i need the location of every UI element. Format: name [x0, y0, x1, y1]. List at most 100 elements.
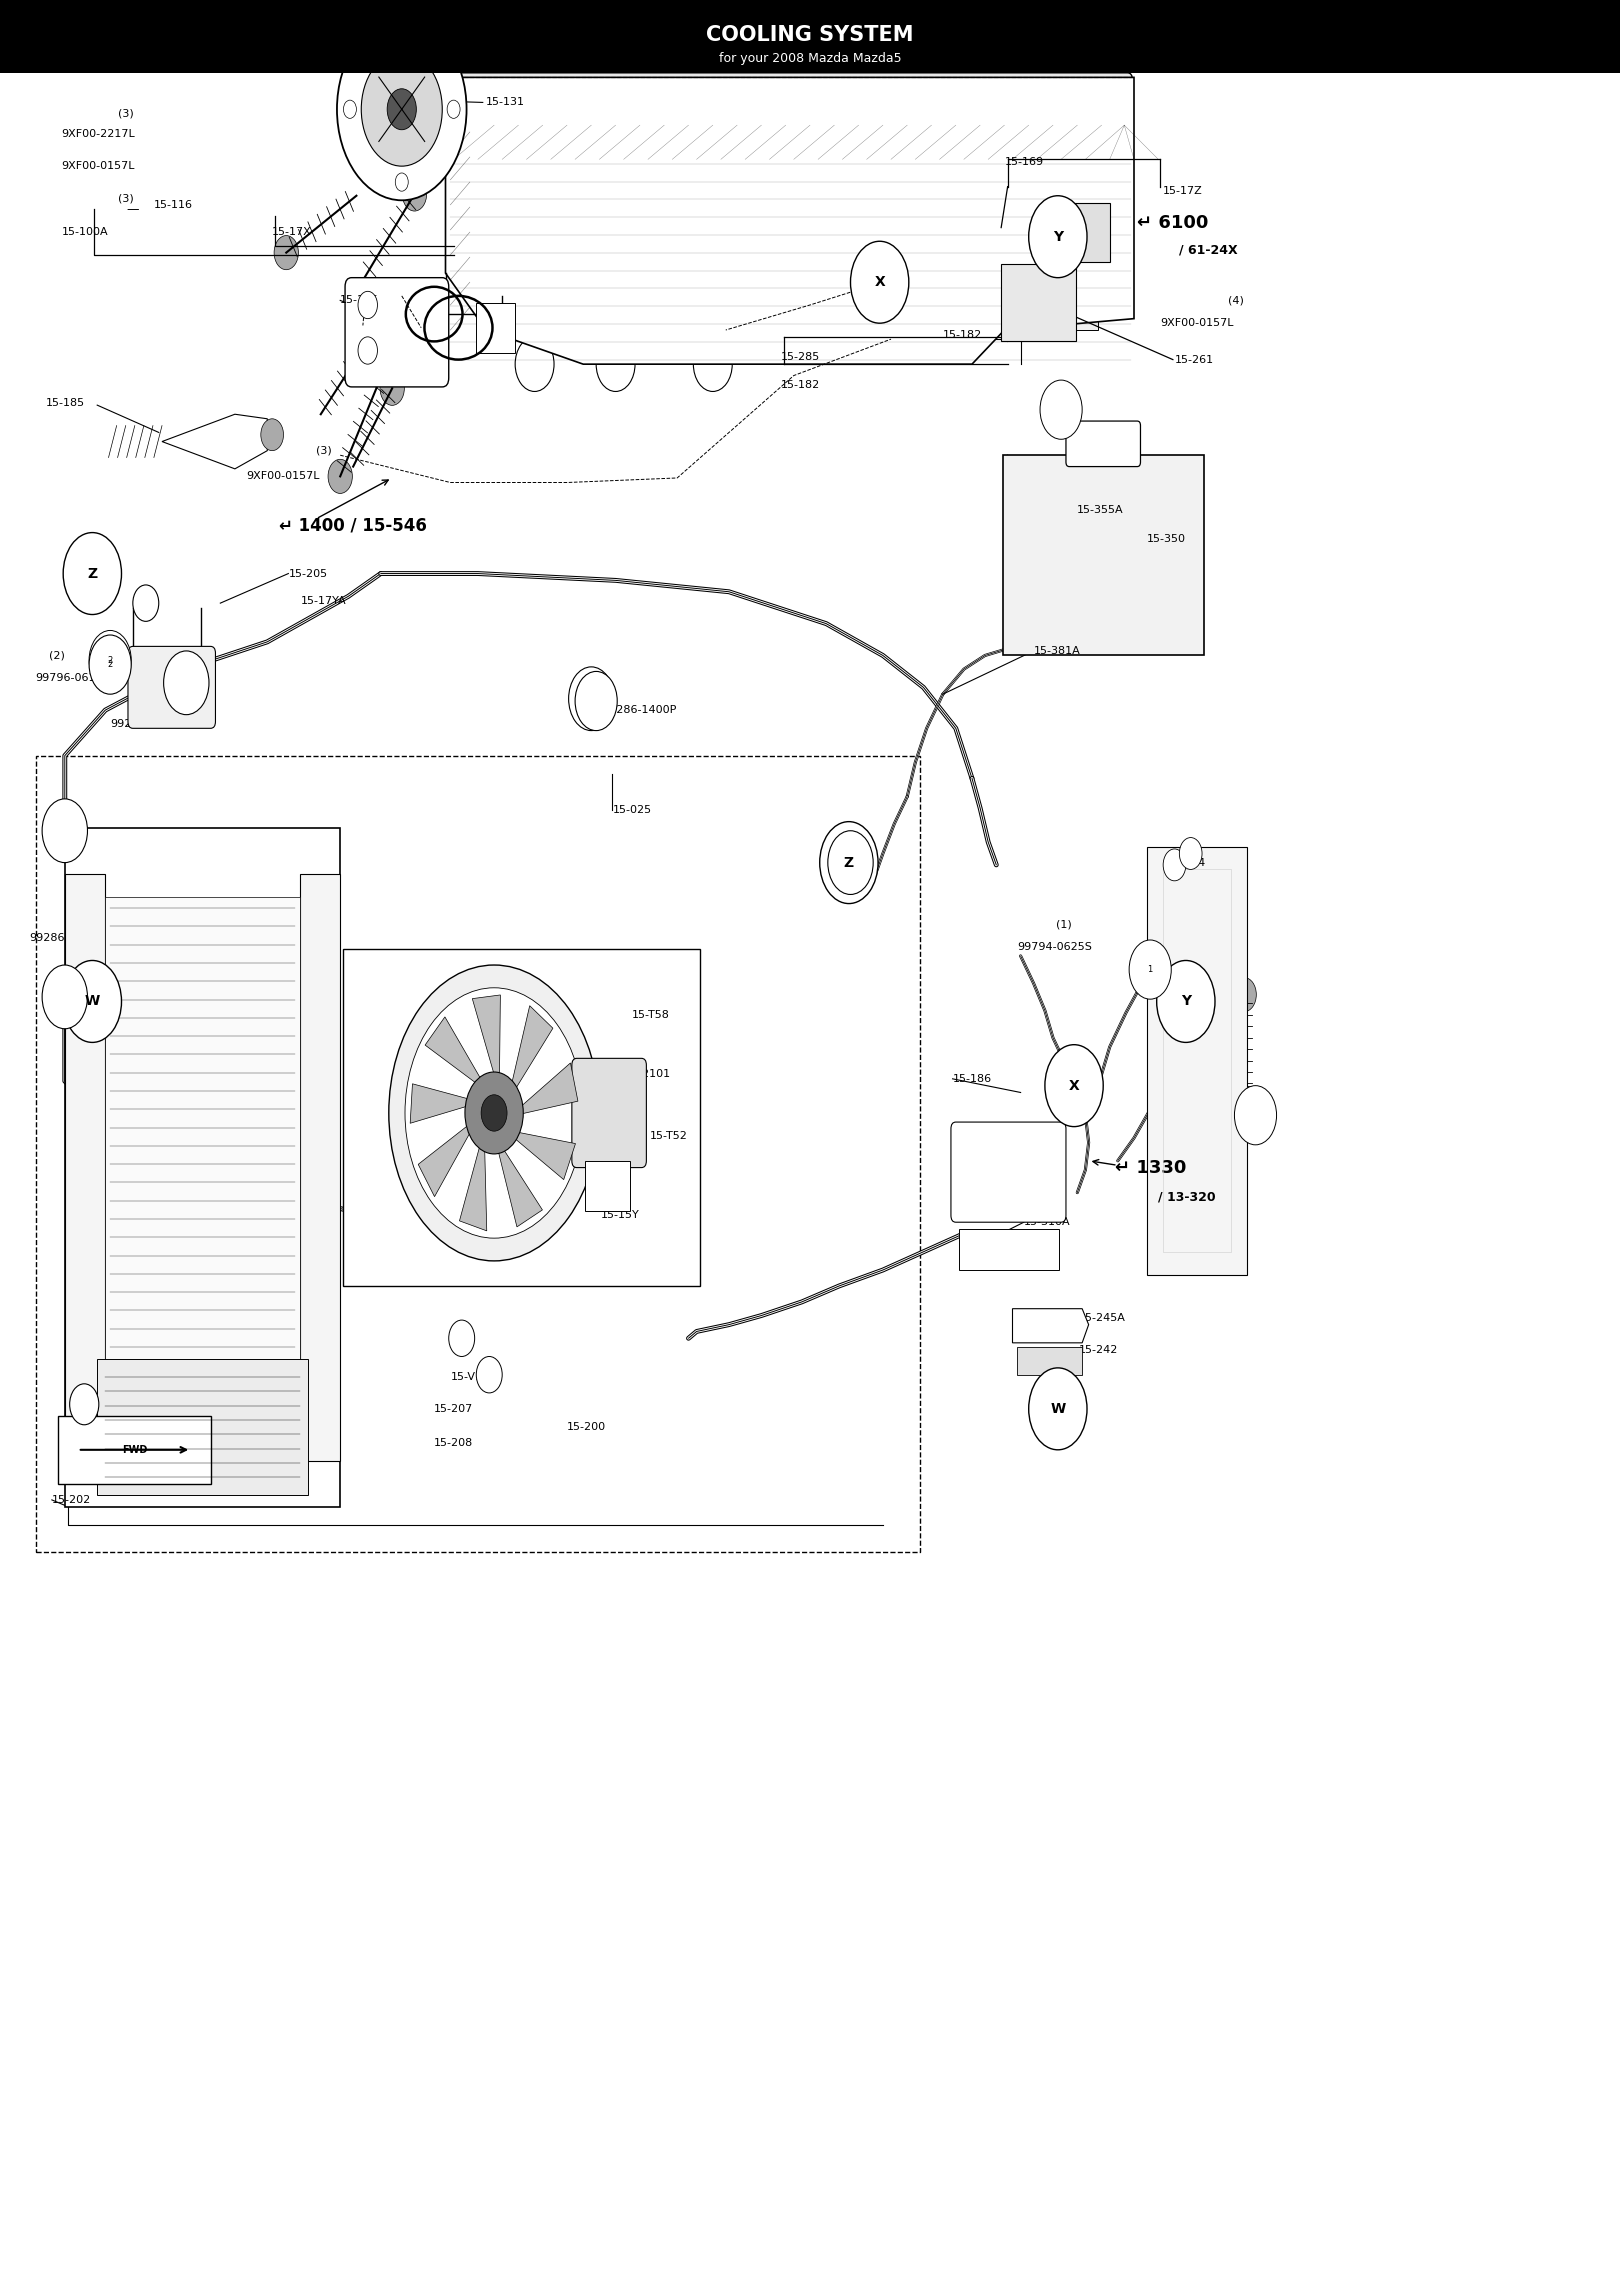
Text: 15-205: 15-205 [288, 569, 327, 578]
Bar [637, 148, 734, 330]
Circle shape [1231, 1088, 1257, 1120]
Text: (1): (1) [573, 685, 590, 694]
Bar [65, 874, 105, 1461]
Bar [515, 148, 612, 330]
Text: 15-381A: 15-381A [1034, 646, 1081, 655]
Circle shape [515, 337, 554, 391]
FancyBboxPatch shape [1001, 264, 1076, 341]
Text: 15-350: 15-350 [1147, 535, 1186, 544]
Text: 15-580: 15-580 [953, 1156, 991, 1165]
Text: 15-182: 15-182 [781, 380, 820, 389]
Text: / 13-320: / 13-320 [1158, 1190, 1217, 1204]
Bar [97, 1359, 308, 1495]
Text: 15-202: 15-202 [52, 1495, 91, 1504]
Text: 1: 1 [1147, 965, 1153, 974]
Text: (3): (3) [118, 109, 134, 118]
Circle shape [850, 241, 909, 323]
Circle shape [395, 27, 408, 46]
Text: 15-15Y: 15-15Y [601, 1211, 640, 1220]
Text: 9XF00-0157L: 9XF00-0157L [246, 471, 319, 480]
FancyBboxPatch shape [1047, 203, 1110, 262]
Text: Z: Z [844, 856, 854, 869]
Circle shape [343, 100, 356, 118]
FancyBboxPatch shape [0, 0, 1620, 73]
Circle shape [63, 533, 122, 615]
Text: 15-242: 15-242 [1079, 1345, 1118, 1354]
Text: 15-186: 15-186 [953, 1074, 991, 1083]
Circle shape [42, 965, 87, 1029]
Circle shape [787, 298, 810, 330]
Polygon shape [473, 995, 501, 1086]
Text: (1): (1) [181, 696, 198, 706]
Circle shape [1030, 298, 1053, 330]
Text: / 61-24X: / 61-24X [1179, 244, 1238, 257]
Circle shape [381, 371, 405, 405]
Text: for your 2008 Mazda Mazda5: for your 2008 Mazda Mazda5 [719, 52, 901, 64]
Text: (4): (4) [1228, 296, 1244, 305]
Text: 15-116: 15-116 [154, 200, 193, 209]
Circle shape [1040, 380, 1082, 439]
Circle shape [387, 89, 416, 130]
Circle shape [1029, 196, 1087, 278]
Text: ↵ 6100: ↵ 6100 [1137, 214, 1209, 232]
Text: 2: 2 [107, 660, 113, 669]
Text: Z: Z [87, 567, 97, 580]
Text: COOLING SYSTEM: COOLING SYSTEM [706, 25, 914, 46]
Text: (1): (1) [1056, 920, 1072, 929]
Text: 15-T58: 15-T58 [632, 1011, 669, 1020]
FancyBboxPatch shape [128, 646, 215, 728]
Text: 15-169: 15-169 [1004, 157, 1043, 166]
Text: 99796-0616: 99796-0616 [36, 674, 104, 683]
Text: 15-131: 15-131 [486, 98, 525, 107]
Text: ↵ 1400 / 15-546: ↵ 1400 / 15-546 [279, 517, 426, 535]
Text: 15-17Z: 15-17Z [1163, 187, 1204, 196]
Text: 15-185: 15-185 [45, 398, 84, 407]
Polygon shape [509, 1006, 552, 1097]
Circle shape [261, 419, 283, 451]
Polygon shape [410, 1083, 476, 1124]
Text: 2: 2 [107, 655, 113, 665]
Circle shape [327, 460, 352, 494]
Circle shape [133, 585, 159, 621]
Circle shape [63, 960, 122, 1042]
Text: 9XF00-0157L: 9XF00-0157L [1160, 319, 1233, 328]
Circle shape [481, 1095, 507, 1131]
FancyBboxPatch shape [951, 1122, 1066, 1222]
Bar [1001, 148, 1098, 330]
Bar [1017, 1347, 1082, 1375]
Text: W: W [84, 995, 100, 1008]
Text: (2): (2) [49, 651, 65, 660]
Text: 15-T59: 15-T59 [243, 1111, 280, 1120]
Circle shape [274, 237, 298, 271]
FancyBboxPatch shape [1066, 421, 1140, 467]
Circle shape [402, 178, 426, 212]
Text: Y: Y [1181, 995, 1191, 1008]
Bar [758, 148, 855, 330]
Bar [880, 148, 977, 330]
Circle shape [89, 630, 131, 690]
Text: (3): (3) [118, 193, 134, 203]
Polygon shape [446, 77, 1134, 364]
Circle shape [358, 337, 377, 364]
Text: 15-17X: 15-17X [272, 228, 313, 237]
Polygon shape [424, 1017, 486, 1090]
Text: —: — [126, 203, 139, 216]
Polygon shape [418, 1120, 476, 1197]
Circle shape [1157, 960, 1215, 1042]
Circle shape [1129, 940, 1171, 999]
Text: 15-207: 15-207 [434, 1404, 473, 1413]
Circle shape [395, 173, 408, 191]
Text: 15-261: 15-261 [1174, 355, 1213, 364]
Circle shape [544, 298, 567, 330]
Text: X: X [1069, 1079, 1079, 1092]
Polygon shape [496, 1140, 543, 1227]
FancyBboxPatch shape [1003, 455, 1204, 655]
Circle shape [1179, 838, 1202, 869]
Circle shape [405, 988, 583, 1238]
Text: 15-17YA: 15-17YA [301, 596, 347, 605]
Text: 15-025: 15-025 [612, 806, 651, 815]
Text: (1): (1) [73, 910, 89, 920]
Bar [105, 897, 300, 1450]
Circle shape [909, 298, 931, 330]
Text: 15-2101: 15-2101 [625, 1070, 671, 1079]
